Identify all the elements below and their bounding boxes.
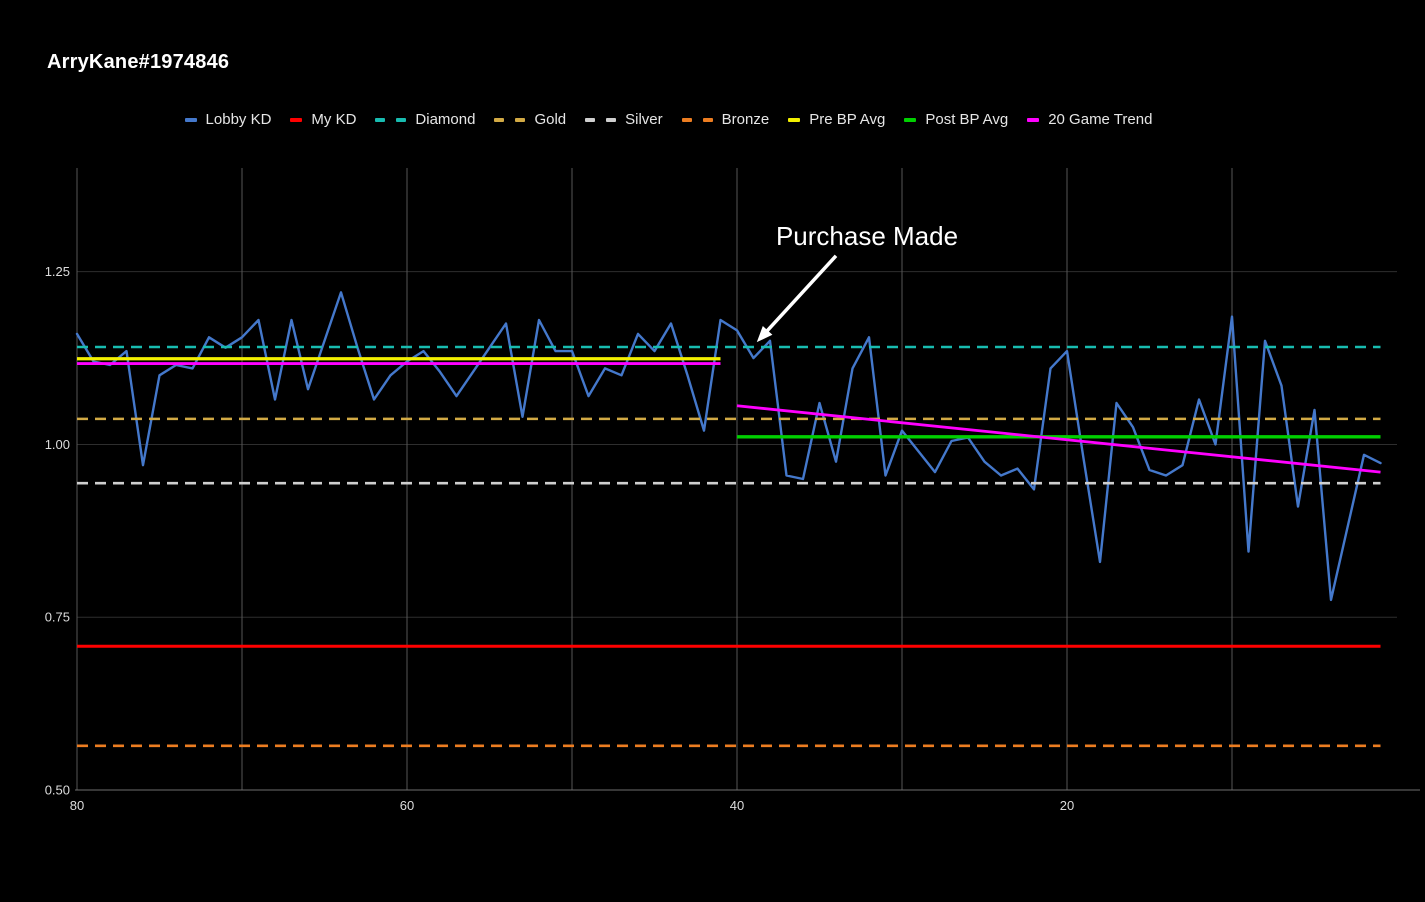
legend-swatch-pre-bp-avg-icon bbox=[788, 117, 801, 122]
annotation-purchase-made: Purchase Made bbox=[775, 221, 959, 251]
legend-label-diamond: Diamond bbox=[415, 111, 476, 128]
series-lobby-kd bbox=[75, 291, 1382, 602]
legend-item-20-game-trend: 20 Game Trend bbox=[1027, 111, 1152, 128]
x-tick-label-40: 40 bbox=[730, 798, 744, 813]
legend-label-post-bp-avg: Post BP Avg bbox=[925, 111, 1009, 128]
y-tick-label-0.50: 0.50 bbox=[45, 783, 70, 798]
legend-item-post-bp-avg: Post BP Avg bbox=[904, 111, 1008, 128]
legend-swatch-post-bp-avg-icon bbox=[904, 117, 917, 122]
annotation-arrow-shaft bbox=[764, 254, 838, 334]
legend-label-pre-bp-avg: Pre BP Avg bbox=[809, 111, 886, 128]
x-tick-label-80: 80 bbox=[70, 798, 84, 813]
legend: Lobby KD My KD Diamond Gold Silver Bronze Pre … bbox=[0, 111, 1381, 128]
legend-swatch-my-kd-icon bbox=[290, 117, 303, 122]
legend-item-diamond: Diamond bbox=[375, 111, 475, 128]
annotation-arrow-head-icon bbox=[756, 325, 773, 343]
legend-label-20-game-trend: 20 Game Trend bbox=[1048, 111, 1153, 128]
legend-swatch-20-game-trend-icon bbox=[1027, 117, 1040, 122]
legend-swatch-gold-icon bbox=[494, 117, 526, 122]
x-tick-label-20: 20 bbox=[1060, 798, 1074, 813]
legend-label-my-kd: My KD bbox=[311, 111, 357, 128]
y-tick-label-1.25: 1.25 bbox=[45, 264, 70, 279]
legend-swatch-bronze-icon bbox=[681, 117, 713, 122]
legend-item-pre-bp-avg: Pre BP Avg bbox=[788, 111, 885, 128]
legend-item-lobby-kd: Lobby KD bbox=[184, 111, 272, 128]
legend-item-gold: Gold bbox=[494, 111, 566, 128]
legend-swatch-lobby-kd-icon bbox=[184, 117, 197, 122]
legend-swatch-silver-icon bbox=[585, 117, 617, 122]
legend-label-gold: Gold bbox=[534, 111, 567, 128]
legend-label-lobby-kd: Lobby KD bbox=[205, 111, 272, 128]
page-title: ArryKane#1974846 bbox=[47, 51, 230, 73]
y-tick-label-0.75: 0.75 bbox=[45, 610, 70, 625]
legend-item-bronze: Bronze bbox=[681, 111, 770, 128]
legend-label-bronze: Bronze bbox=[721, 111, 770, 128]
trend-line-20-game-trend-2 bbox=[736, 404, 1381, 474]
legend-item-my-kd: My KD bbox=[290, 111, 356, 128]
x-tick-label-60: 60 bbox=[400, 798, 414, 813]
legend-label-silver: Silver bbox=[625, 111, 663, 128]
y-tick-label-1.00: 1.00 bbox=[45, 437, 70, 452]
legend-item-silver: Silver bbox=[585, 111, 663, 128]
legend-swatch-diamond-icon bbox=[375, 117, 407, 122]
